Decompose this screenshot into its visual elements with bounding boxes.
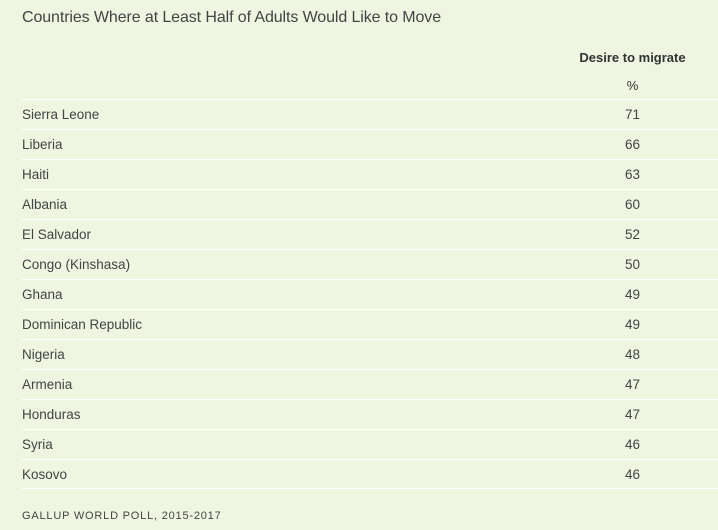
table-row: Sierra Leone 71 [22,99,718,129]
country-name: Liberia [22,137,63,152]
data-table: Sierra Leone 71 Liberia 66 Haiti 63 Albania 60 E… [22,99,718,489]
source-note: GALLUP WORLD POLL, 2015-2017 [22,510,222,522]
migration-value: 52 [624,227,641,242]
table-row: Nigeria 48 [22,339,718,369]
country-name: Sierra Leone [22,107,100,122]
table-row: Dominican Republic 49 [22,309,718,339]
table-row: Liberia 66 [22,129,718,159]
migration-value: 66 [624,137,641,152]
country-name: Honduras [22,407,81,422]
migration-value: 47 [624,377,641,392]
migration-value: 60 [624,197,641,212]
table-row: Kosovo 46 [22,459,718,489]
migration-value: 50 [624,257,641,272]
table-row: Albania 60 [22,189,718,219]
migration-value: 46 [624,467,641,482]
country-name: Ghana [22,287,63,302]
table-row: Armenia 47 [22,369,718,399]
migration-value: 49 [624,287,641,302]
table-row: Ghana 49 [22,279,718,309]
table-row: Syria 46 [22,429,718,459]
country-name: Congo (Kinshasa) [22,257,131,272]
country-name: Armenia [22,377,73,392]
migration-value: 48 [624,347,641,362]
country-name: Haiti [22,167,50,182]
migration-value: 63 [624,167,641,182]
country-name: Nigeria [22,347,65,362]
table-row: Haiti 63 [22,159,718,189]
country-name: Dominican Republic [22,317,143,332]
migration-value: 49 [624,317,641,332]
migration-value: 47 [624,407,641,422]
country-name: Albania [22,197,68,212]
country-name: Kosovo [22,467,68,482]
migration-value: 71 [624,107,641,122]
column-unit: % [626,78,639,93]
table-row: Congo (Kinshasa) 50 [22,249,718,279]
country-name: Syria [22,437,53,452]
migration-value: 46 [624,437,641,452]
table-row: El Salvador 52 [22,219,718,249]
country-name: El Salvador [22,227,92,242]
column-header: Desire to migrate [579,50,686,65]
table-row: Honduras 47 [22,399,718,429]
chart-title: Countries Where at Least Half of Adults … [22,9,442,26]
